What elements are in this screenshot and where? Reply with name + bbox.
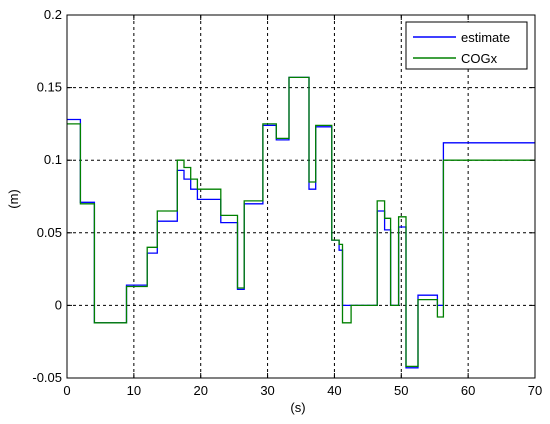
series-line-cogx	[67, 76, 535, 368]
legend-label-estimate: estimate	[461, 30, 510, 45]
y-tick-label: 0.2	[44, 7, 62, 22]
x-tick-label: 60	[461, 383, 475, 398]
x-axis-label: (s)	[290, 400, 305, 415]
x-tick-label: 50	[394, 383, 408, 398]
plot-frame	[66, 14, 536, 379]
x-tick-label: 40	[327, 383, 341, 398]
y-tick-labels: -0.05 0 0.05 0.1 0.15 0.2	[32, 7, 62, 385]
y-tick-label: 0.1	[44, 152, 62, 167]
y-tick-label: 0.15	[37, 80, 62, 95]
x-tick-label: 0	[63, 383, 70, 398]
y-axis-label: (m)	[6, 189, 21, 209]
grid	[67, 15, 535, 378]
x-tick-label: 10	[127, 383, 141, 398]
y-tick-label: 0.05	[37, 225, 62, 240]
x-tick-label: 30	[260, 383, 274, 398]
legend-label-cogx: COGx	[461, 51, 498, 66]
legend: estimate COGx	[405, 21, 528, 70]
y-tick-label: -0.05	[32, 370, 62, 385]
tick-marks	[66, 14, 536, 379]
series-layer	[67, 76, 535, 369]
y-tick-label: 0	[55, 297, 62, 312]
legend-box	[405, 21, 528, 70]
x-tick-labels: 0 10 20 30 40 50 60 70	[63, 383, 542, 398]
plot-background	[67, 15, 535, 378]
x-tick-label: 70	[528, 383, 542, 398]
x-tick-label: 20	[193, 383, 207, 398]
